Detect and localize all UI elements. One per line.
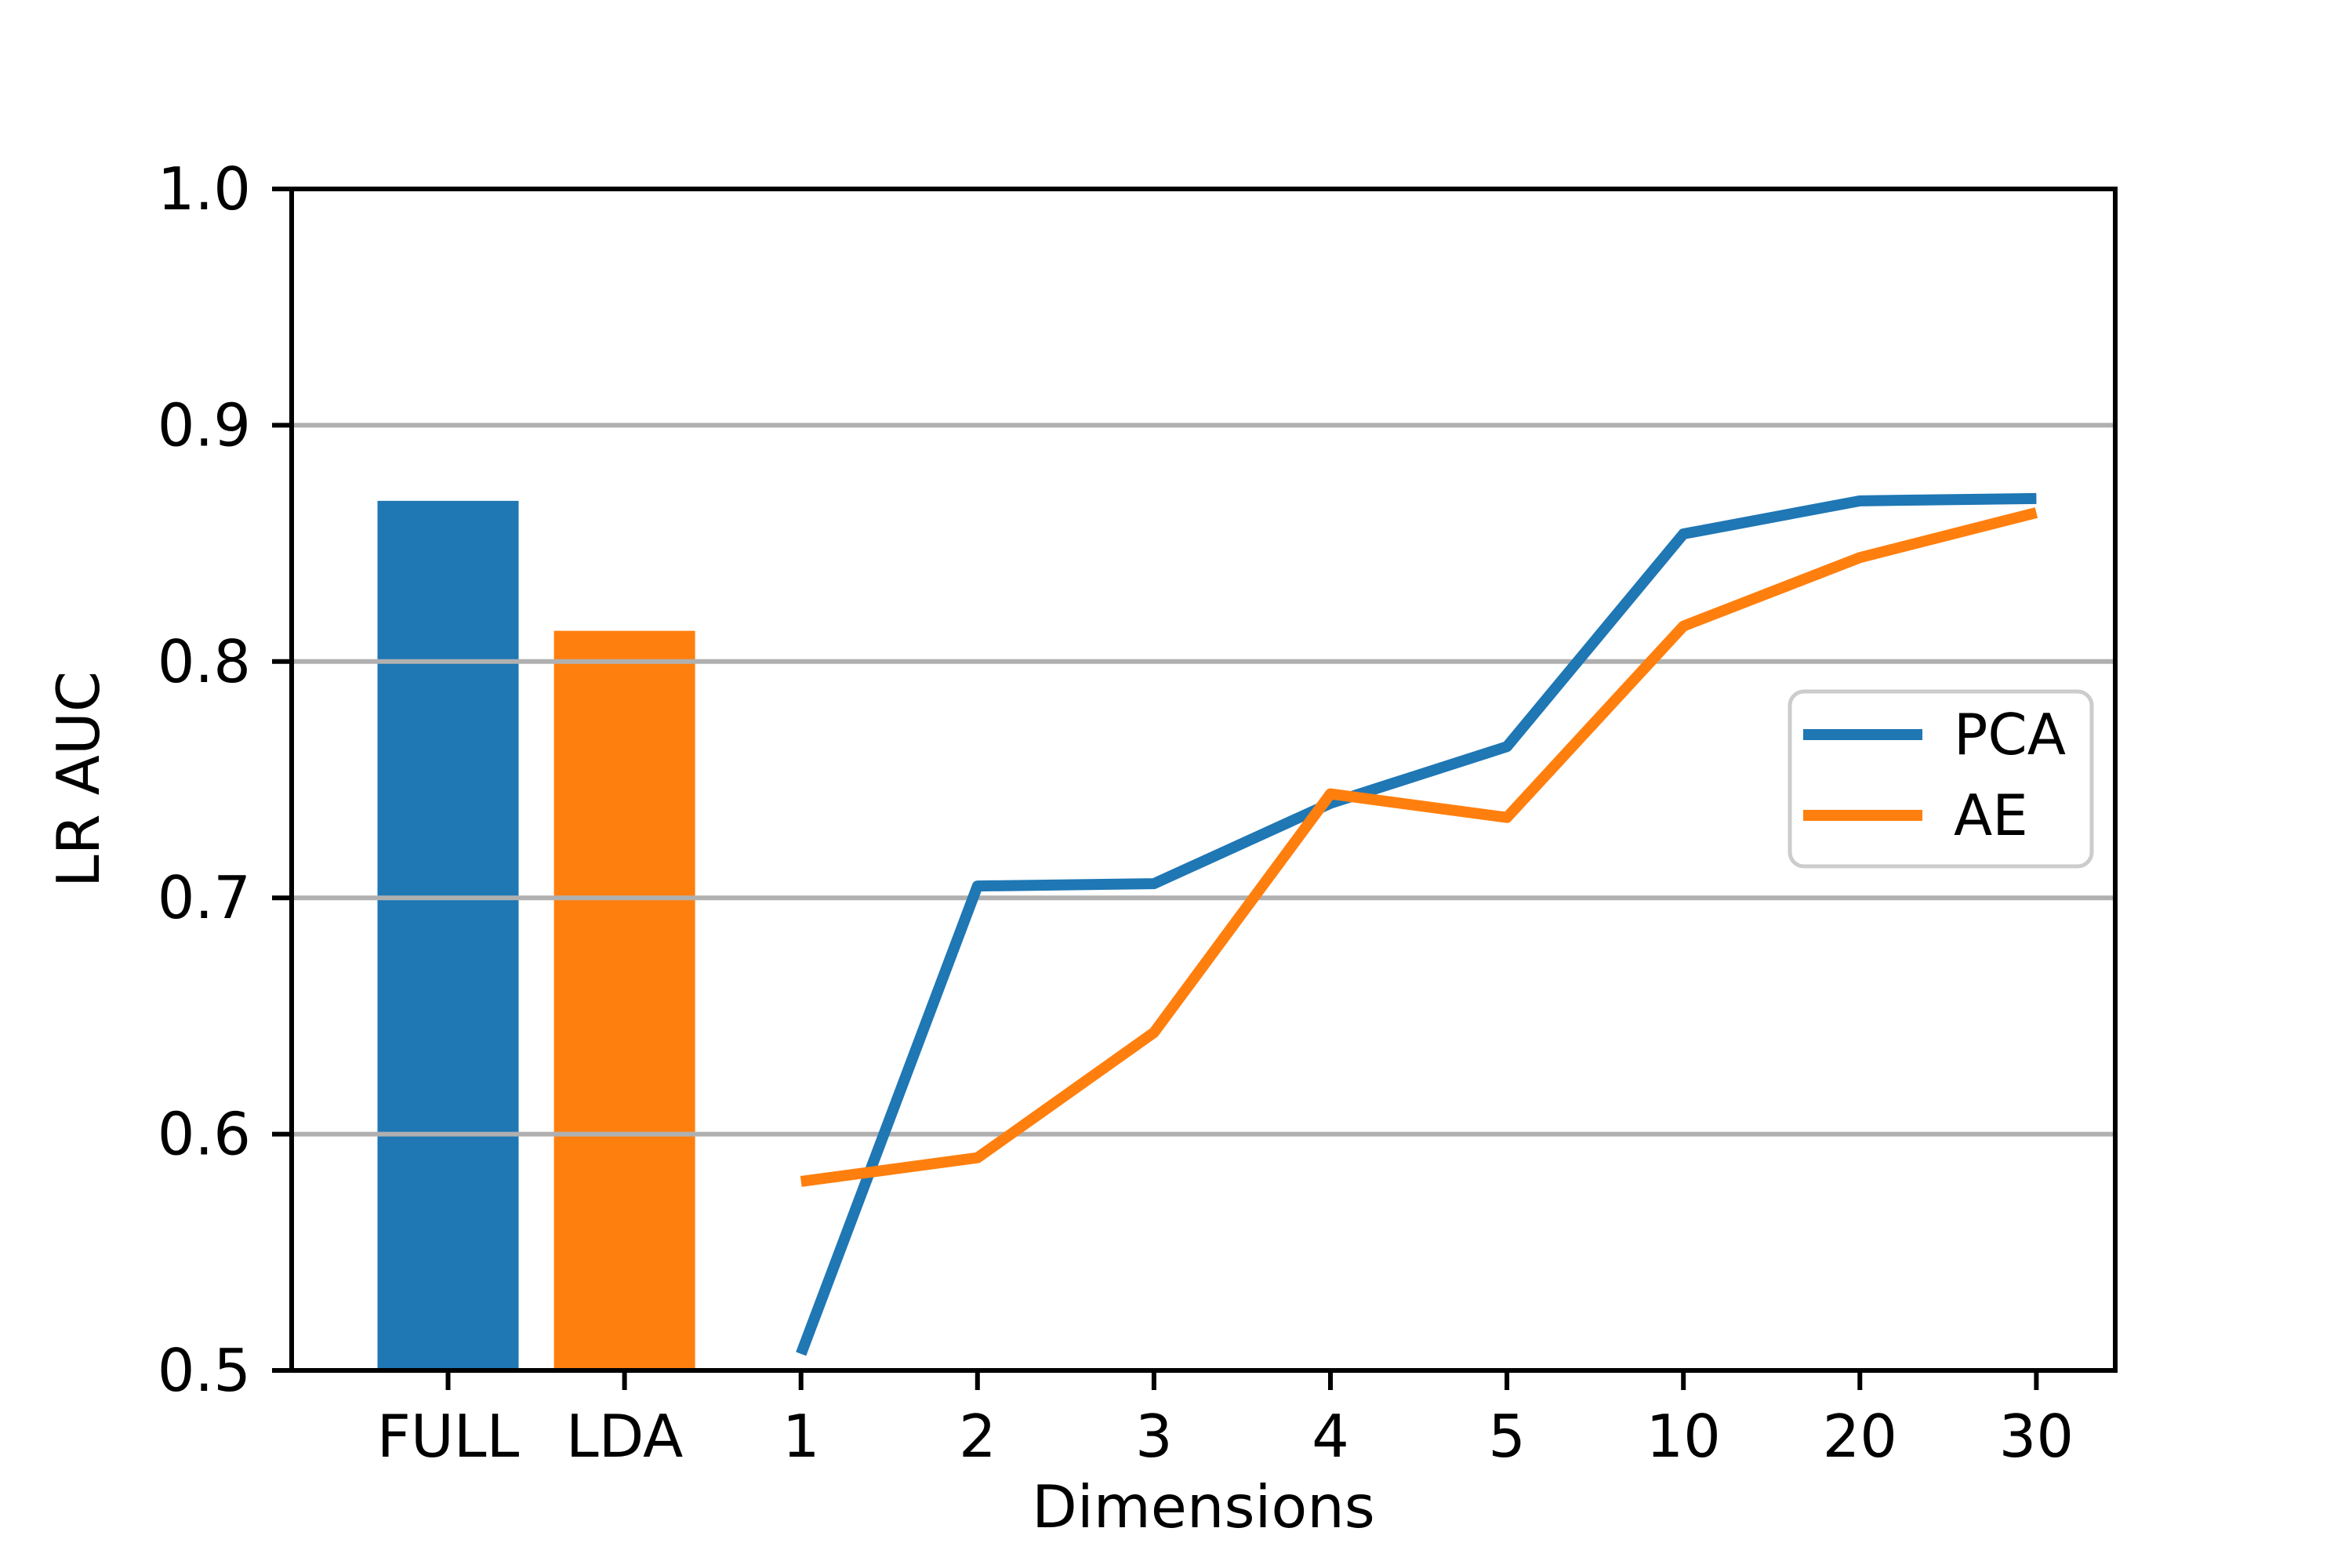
axis-tick-labels: 0.5 0.6 0.7 0.8 0.9 1.0 FULL LDA 1 2 3 4 5 10 20 30 xyxy=(158,154,2074,1471)
legend-label-pca: PCA xyxy=(1954,702,2066,768)
x-tick-label-3: 3 xyxy=(1135,1402,1173,1471)
axes-spines xyxy=(289,187,2118,1373)
bar-lda xyxy=(554,630,695,1370)
bar-full xyxy=(377,500,519,1370)
y-tick-label-0.9: 0.9 xyxy=(158,390,251,459)
y-tick-label-0.7: 0.7 xyxy=(158,863,251,932)
x-axis-label: Dimensions xyxy=(1032,1472,1375,1541)
y-tick-label-0.8: 0.8 xyxy=(158,627,251,696)
x-tick-label-lda: LDA xyxy=(566,1402,684,1471)
x-tick-label-1: 1 xyxy=(782,1402,820,1471)
legend: PCA AE xyxy=(1788,689,2094,869)
axis-ticks xyxy=(272,187,2039,1390)
bars-layer xyxy=(377,500,695,1370)
legend-label-ae: AE xyxy=(1954,782,2028,848)
x-tick-label-4: 4 xyxy=(1312,1402,1349,1471)
x-tick-label-5: 5 xyxy=(1488,1402,1526,1471)
line-ae xyxy=(800,507,2038,1187)
line-pca xyxy=(796,492,2037,1356)
x-tick-label-30: 30 xyxy=(1999,1402,2074,1471)
x-tick-label-full: FULL xyxy=(377,1402,520,1471)
series-lines xyxy=(796,492,2038,1356)
plot-border xyxy=(289,187,2118,1373)
y-tick-label-1.0: 1.0 xyxy=(158,154,251,223)
x-tick-label-2: 2 xyxy=(959,1402,996,1471)
x-tick-label-20: 20 xyxy=(1823,1402,1897,1471)
y-axis-label: LR AUC xyxy=(44,671,113,887)
y-tick-label-0.6: 0.6 xyxy=(158,1100,251,1169)
y-tick-label-0.5: 0.5 xyxy=(158,1336,251,1405)
x-tick-label-10: 10 xyxy=(1646,1402,1720,1471)
